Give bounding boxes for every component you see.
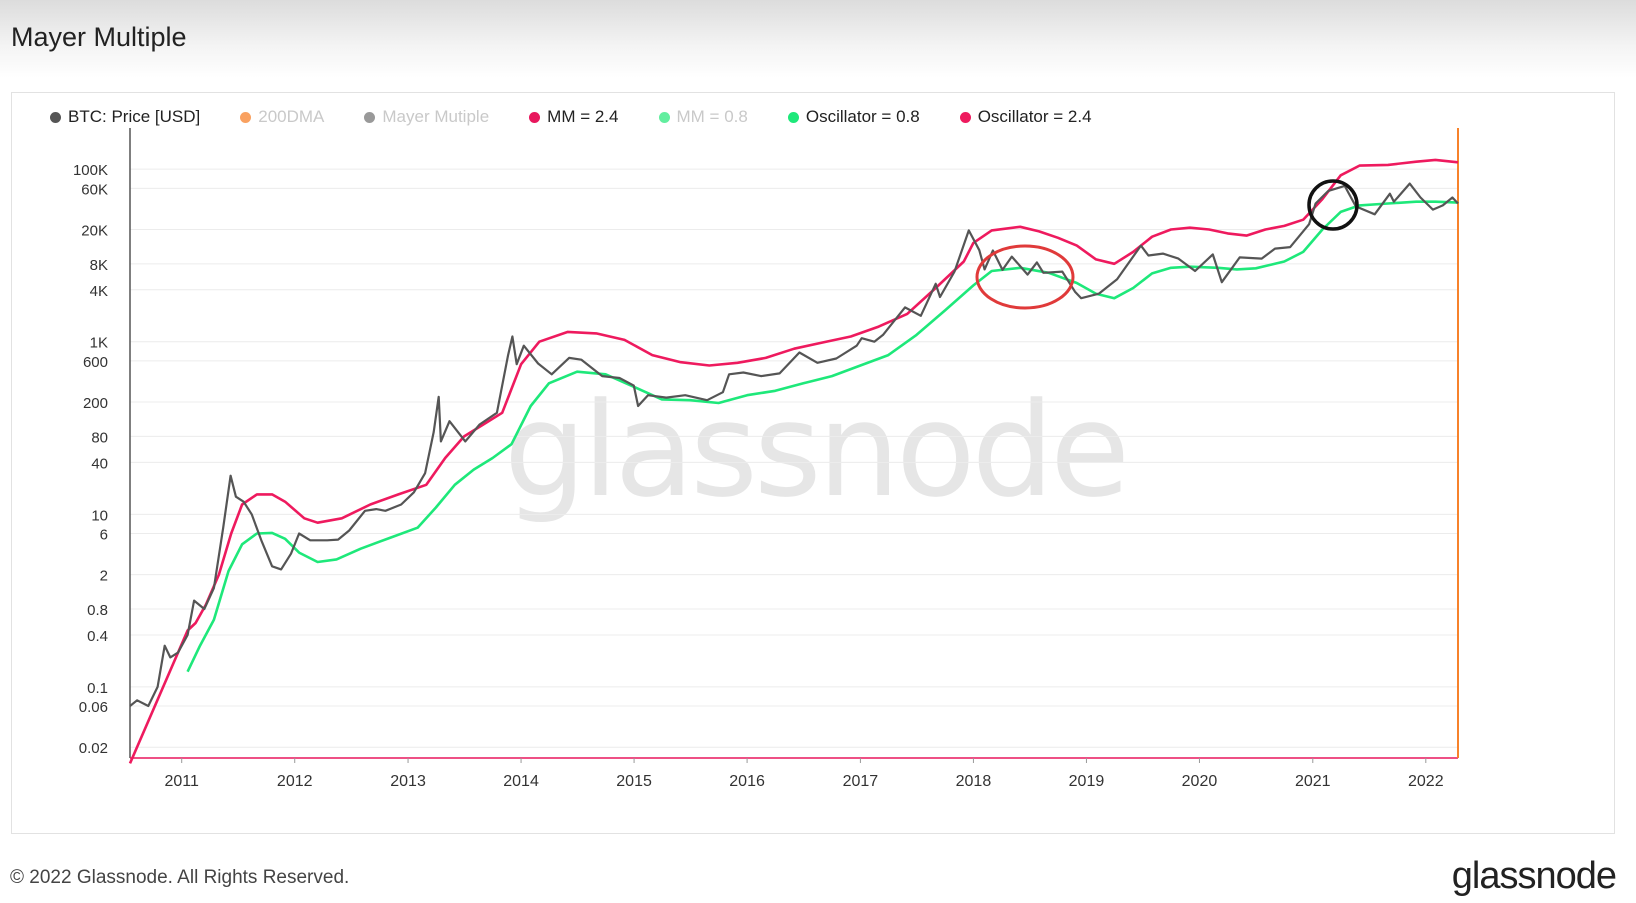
legend-item[interactable]: Oscillator = 2.4 (959, 107, 1092, 127)
legend-item[interactable]: MM = 0.8 (658, 107, 748, 127)
y-tick-label: 60K (81, 181, 108, 198)
copyright-text: © 2022 Glassnode. All Rights Reserved. (10, 867, 350, 888)
x-tick-label: 2021 (1295, 773, 1331, 790)
glassnode-logo[interactable]: glassnode (1451, 855, 1617, 897)
watermark: glassnode (504, 374, 1126, 526)
y-tick-label: 0.1 (87, 680, 108, 697)
y-tick-label: 200 (83, 395, 108, 412)
legend-item[interactable]: 200DMA (240, 107, 324, 127)
legend-marker (529, 111, 541, 123)
y-tick-label: 100K (73, 162, 108, 179)
y-tick-label: 4K (90, 283, 108, 300)
y-tick-label: 10 (91, 507, 108, 524)
legend-item[interactable]: Oscillator = 0.8 (787, 107, 920, 127)
legend-marker (959, 111, 971, 123)
legend-item[interactable]: BTC: Price [USD] (50, 107, 200, 127)
y-tick-label: 600 (83, 354, 108, 371)
header-bar (0, 0, 1636, 78)
legend-label: MM = 0.8 (676, 107, 748, 126)
y-tick-label: 80 (91, 429, 108, 446)
y-axis: 100K 60K 20K 8K 4K 1K 600 200 80 40 10 6 2 0.8 0.4 0.1 0… (73, 128, 131, 758)
legend-label: Oscillator = 2.4 (977, 107, 1092, 126)
x-tick-label: 2012 (277, 773, 313, 790)
chart-panel (11, 92, 1615, 834)
legend-label: 200DMA (258, 107, 325, 126)
x-tick-label: 2015 (616, 773, 652, 790)
chart-legend: BTC: Price [USD] 200DMA Mayer Mutiple MM = … (50, 106, 1132, 128)
x-axis: 2011 2012 2013 2014 2015 2016 2017 2018 2019 2020… (130, 128, 1459, 790)
legend-marker (658, 111, 670, 123)
x-tick-label: 2017 (843, 773, 879, 790)
x-tick-label: 2014 (503, 773, 539, 790)
y-tick-label: 6 (100, 526, 108, 543)
legend-label: Mayer Mutiple (382, 107, 490, 126)
x-tick-label: 2018 (956, 773, 992, 790)
series-line-oscillator-2-4 (128, 158, 1459, 764)
y-tick-label: 0.02 (79, 740, 108, 757)
legend-label: BTC: Price [USD] (68, 107, 201, 126)
x-tick-label: 2011 (165, 773, 200, 790)
y-tick-label: 0.06 (79, 699, 108, 716)
legend-label: Oscillator = 0.8 (805, 107, 920, 126)
legend-label: MM = 2.4 (547, 107, 619, 126)
highlight-circle-black (1307, 179, 1359, 231)
x-tick-label: 2016 (729, 773, 765, 790)
page-title: Mayer Multiple (11, 22, 187, 52)
grid (130, 168, 1458, 748)
y-tick-label: 2 (100, 568, 108, 585)
highlight-ellipse-red (975, 244, 1075, 310)
y-tick-label: 20K (81, 222, 108, 239)
y-tick-label: 0.4 (87, 628, 108, 645)
annotations (975, 179, 1359, 310)
x-tick-label: 2013 (390, 773, 426, 790)
y-tick-label: 0.8 (87, 602, 108, 619)
x-tick-label: 2020 (1182, 773, 1218, 790)
legend-item[interactable]: Mayer Mutiple (364, 107, 489, 127)
x-tick-label: 2022 (1408, 773, 1444, 790)
legend-item[interactable]: MM = 2.4 (529, 107, 619, 127)
series-group (128, 158, 1459, 764)
x-tick-label: 2019 (1069, 773, 1105, 790)
y-tick-label: 8K (90, 257, 108, 274)
legend-marker (787, 111, 799, 123)
legend-marker (50, 111, 61, 123)
series-line-btc-price-usd (129, 182, 1459, 708)
legend-marker (240, 111, 252, 123)
y-tick-label: 1K (90, 335, 108, 352)
series-line-oscillator-0-8 (186, 200, 1459, 673)
y-tick-label: 40 (91, 455, 108, 472)
legend-marker (364, 111, 376, 123)
